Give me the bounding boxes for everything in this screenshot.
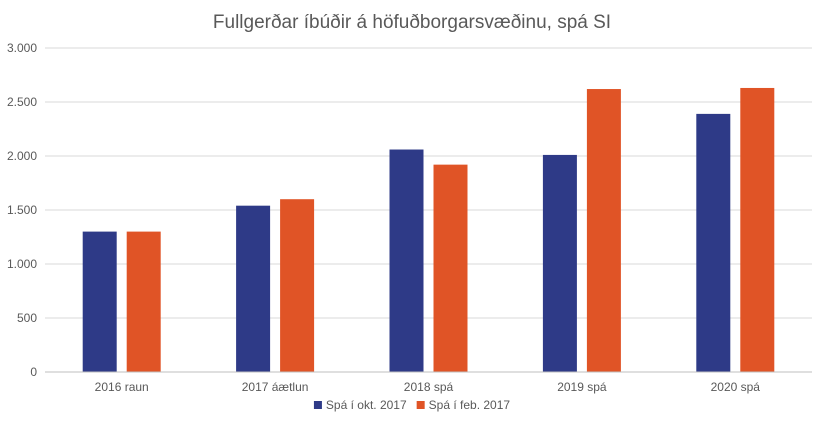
legend-swatch [313, 401, 322, 409]
y-axis-ticks: 0 500 1.000 1.500 2.000 2.500 3.000 [7, 41, 37, 379]
legend-item: Spá í feb. 2017 [416, 398, 511, 412]
y-tick-label: 3.000 [7, 41, 37, 55]
x-tick-label: 2020 spá [711, 380, 761, 394]
y-tick-label: 500 [17, 311, 37, 325]
bar [82, 231, 117, 372]
x-tick-label: 2017 áætlun [242, 380, 309, 394]
x-tick-label: 2018 spá [404, 380, 454, 394]
bars [82, 87, 775, 373]
x-tick-label: 2016 raun [95, 380, 149, 394]
y-tick-label: 0 [30, 365, 37, 379]
y-tick-label: 1.000 [7, 257, 37, 271]
chart-title: Fullgerðar íbúðir á höfuðborgarsvæðinu, … [213, 12, 611, 33]
legend-label: Spá í feb. 2017 [429, 398, 511, 412]
bar [389, 149, 424, 372]
legend-label: Spá í okt. 2017 [326, 398, 407, 412]
bar [740, 87, 775, 373]
gridlines [45, 47, 812, 319]
x-axis-ticks: 2016 raun 2017 áætlun 2018 spá 2019 spá 2020… [95, 380, 761, 394]
y-tick-label: 1.500 [7, 203, 37, 217]
bar [280, 199, 315, 372]
bar [696, 113, 731, 372]
bar [236, 205, 271, 372]
y-tick-label: 2.500 [7, 95, 37, 109]
legend: Spá í okt. 2017 Spá í feb. 2017 [313, 398, 511, 412]
legend-item: Spá í okt. 2017 [313, 398, 407, 412]
bar [433, 164, 468, 372]
bar [126, 231, 161, 372]
x-tick-label: 2019 spá [557, 380, 607, 394]
y-tick-label: 2.000 [7, 149, 37, 163]
bar [586, 89, 621, 372]
bar [542, 154, 577, 372]
legend-swatch [416, 401, 425, 409]
